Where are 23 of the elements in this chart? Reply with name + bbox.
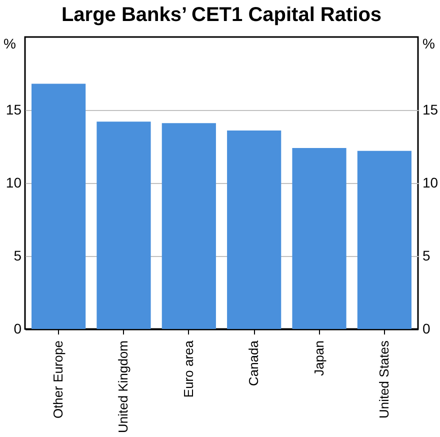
x-tick-label: Japan — [311, 340, 326, 376]
y2-tick-label: 15 — [422, 102, 438, 118]
x-tick-label: United Kingdom — [116, 340, 131, 433]
y-tick-label: 0 — [14, 320, 22, 336]
chart-title: Large Banks’ CET1 Capital Ratios — [61, 4, 382, 26]
bar — [96, 122, 151, 329]
y2-tick-label: 5 — [422, 248, 430, 264]
x-tick-label: Other Europe — [50, 340, 66, 419]
y-tick-label: 15 — [6, 102, 22, 118]
y-tick-label: 10 — [6, 174, 22, 190]
x-tick-label: Euro area — [180, 340, 196, 398]
y2-tick-label: 0 — [422, 320, 430, 336]
bar — [357, 150, 412, 329]
x-tick-label: Canada — [246, 340, 262, 386]
bar — [292, 148, 346, 329]
y-tick-label: 5 — [14, 248, 22, 264]
bar — [227, 130, 282, 329]
y2-axis-title: % — [422, 36, 435, 52]
y2-tick-label: 10 — [422, 174, 438, 190]
x-tick-label: United States — [376, 340, 392, 419]
bar — [162, 123, 216, 329]
bar — [32, 84, 86, 329]
y-axis-title: % — [4, 36, 16, 52]
